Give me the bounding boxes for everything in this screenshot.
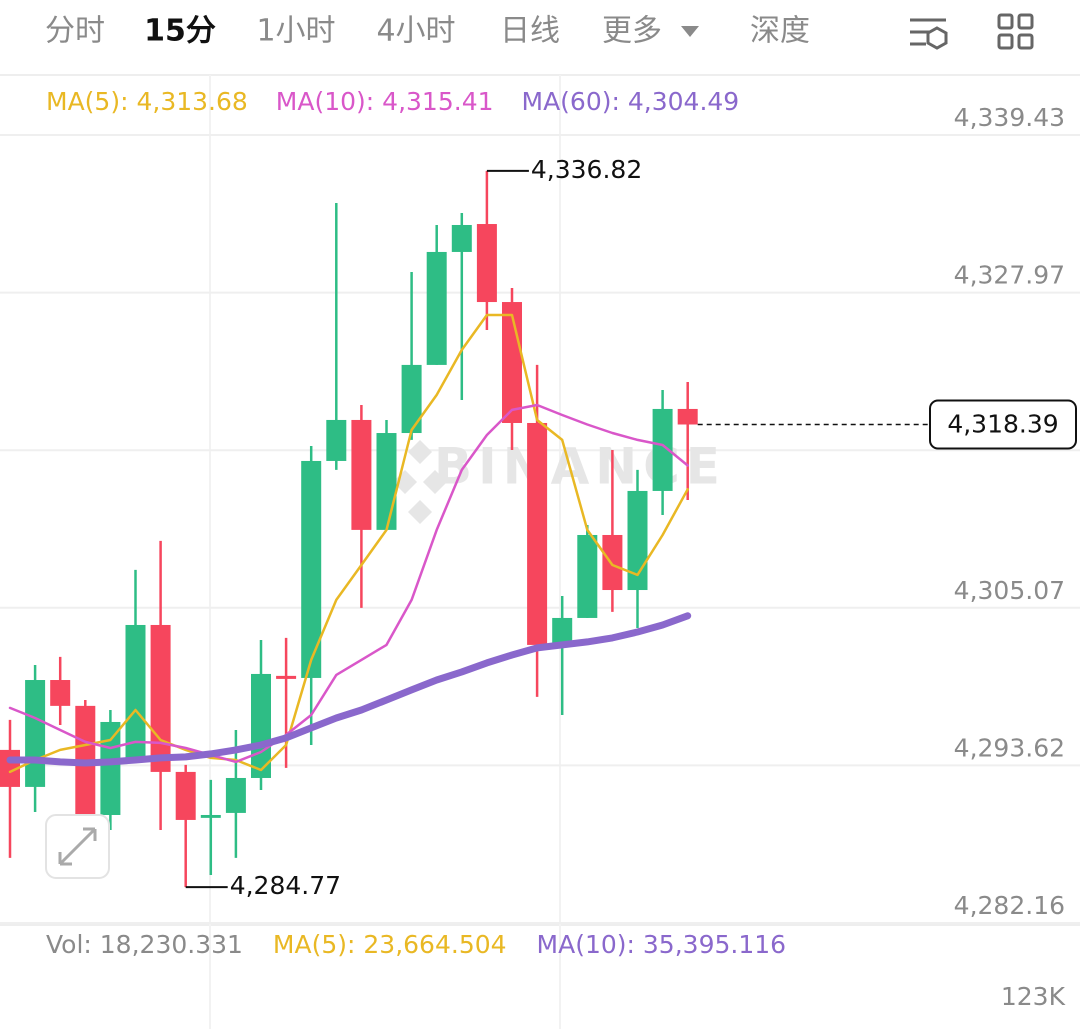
- candle-body: [552, 617, 573, 645]
- tab[interactable]: 1小时: [256, 14, 335, 49]
- tab[interactable]: 深度: [750, 14, 810, 49]
- dropdown-arrow[interactable]: [681, 26, 699, 37]
- separator: :: [347, 930, 363, 959]
- ma-line: [8, 313, 689, 774]
- candle-body: [251, 673, 271, 778]
- legend-value: 18,230.331: [100, 930, 243, 959]
- candle-body: [677, 408, 698, 425]
- tab[interactable]: 分时: [45, 14, 105, 49]
- candle-body: [652, 408, 673, 491]
- last-price-label: 4,318.39: [947, 409, 1058, 438]
- settings-icon[interactable]: [910, 18, 948, 50]
- legend-name: MA(10): [537, 930, 627, 959]
- candle-body: [125, 624, 146, 760]
- legend-value: 35,395.116: [643, 930, 786, 959]
- separator: :: [366, 87, 382, 116]
- legend-value: 4,313.68: [136, 87, 247, 116]
- tab[interactable]: 日线: [500, 14, 560, 49]
- candle-body: [326, 419, 347, 461]
- candle-body: [351, 419, 372, 530]
- volume-legend-entry: MA(10): 35,395.116: [537, 930, 787, 959]
- ma-legend: MA(5): 4,313.68 MA(10): 4,315.41 MA(60): 4…: [46, 87, 739, 116]
- tab[interactable]: 15分: [144, 14, 216, 49]
- separator: :: [627, 930, 643, 959]
- volume-axis-label: 123K: [1001, 982, 1066, 1011]
- candle-body: [200, 814, 221, 818]
- tab-bar: 分时 15分 1小时 4小时 日线 更多 深度: [45, 14, 810, 49]
- y-tick-label: 4,282.16: [954, 891, 1065, 920]
- y-tick-label: 4,305.07: [954, 576, 1065, 605]
- zoom-button[interactable]: [45, 814, 110, 879]
- y-tick-label: 4,293.62: [954, 733, 1065, 762]
- volume-legend-entry: Vol: 18,230.331: [46, 930, 243, 959]
- volume-legend-entry: MA(5): 23,664.504: [273, 930, 507, 959]
- legend-name: MA(5): [273, 930, 347, 959]
- candle-body: [426, 251, 447, 365]
- separator: :: [120, 87, 136, 116]
- candle-body: [602, 534, 623, 591]
- legend-name: MA(60): [522, 87, 612, 116]
- legend-entry: MA(5): 4,313.68: [46, 87, 248, 116]
- legend-name: MA(5): [46, 87, 120, 116]
- candle-body: [376, 433, 397, 530]
- legend-value: 4,304.49: [628, 87, 739, 116]
- candle-body: [476, 224, 497, 303]
- candle-body: [100, 721, 121, 815]
- last-price-box: [929, 399, 1077, 450]
- legend-entry: MA(10): 4,315.41: [276, 87, 494, 116]
- layout-icon[interactable]: [997, 13, 1034, 50]
- candle-body: [175, 771, 196, 820]
- candle-body: [225, 777, 246, 813]
- candle-body: [401, 364, 422, 434]
- candle-body: [451, 224, 472, 252]
- ma-line: [8, 403, 689, 764]
- high-annotation: 4,336.82: [531, 155, 642, 184]
- tab[interactable]: 4小时: [376, 14, 455, 49]
- legend-name: MA(10): [276, 87, 366, 116]
- candle-body: [527, 422, 548, 645]
- y-tick-label: 4,327.97: [954, 261, 1065, 290]
- candle-body: [25, 680, 46, 787]
- volume-legend: Vol: 18,230.331 MA(5): 23,664.504 MA(10): …: [46, 930, 786, 959]
- candle-body: [150, 624, 171, 772]
- separator: :: [83, 930, 99, 959]
- legend-value: 4,315.41: [382, 87, 493, 116]
- y-tick-label: 4,339.43: [954, 103, 1065, 132]
- plot: 4,336.82 4,284.77 4,318.39: [0, 155, 1077, 900]
- candle-body: [50, 680, 71, 706]
- legend-name: Vol: [46, 930, 83, 959]
- watermark-logo: [393, 440, 447, 524]
- candle-body: [577, 534, 598, 618]
- legend-value: 23,664.504: [363, 930, 506, 959]
- low-annotation: 4,284.77: [230, 871, 341, 900]
- candle-body: [301, 460, 322, 678]
- separator: :: [612, 87, 628, 116]
- candle-body: [276, 675, 297, 679]
- tab[interactable]: 更多: [602, 14, 662, 49]
- legend-entry: MA(60): 4,304.49: [522, 87, 740, 116]
- ma-line: [6, 612, 692, 767]
